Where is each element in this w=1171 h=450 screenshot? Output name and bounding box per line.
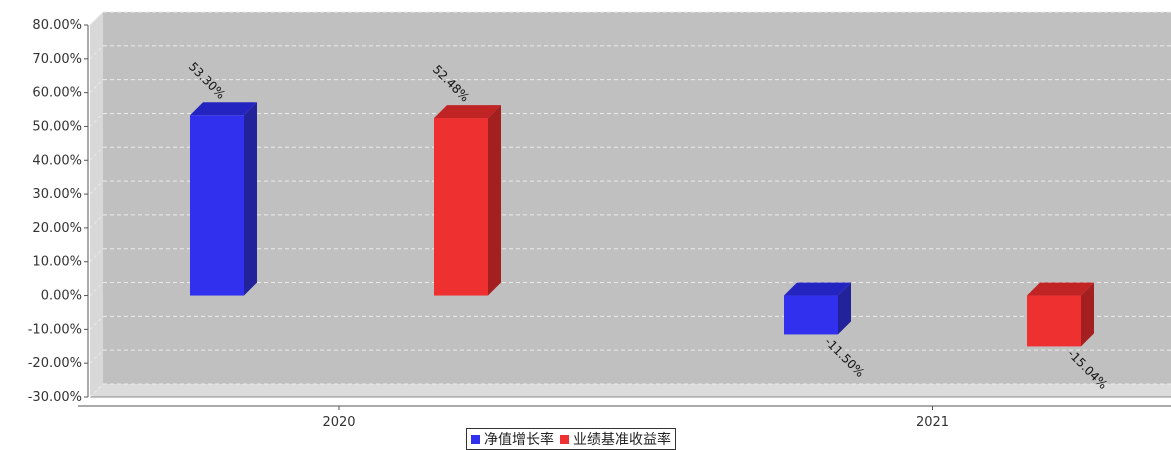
bar-side [838,282,851,335]
plot-floor [90,384,1171,397]
y-tick-label: -30.00% [28,390,82,405]
bar: 52.48% [430,62,501,296]
bar-front [1027,295,1081,347]
y-tick-label: 0.00% [41,289,82,304]
y-tick-label: 30.00% [32,187,82,202]
x-axis: 2020 2021 [78,405,1171,430]
bar-top [434,105,501,119]
bar-top [784,282,851,296]
legend-swatch-blue [471,434,480,444]
legend-label: 业绩基准收益率 [573,432,671,448]
plot-area [90,12,1171,398]
y-axis: 80.00% 70.00% 60.00% 50.00% 40.00% 30.00% 20.0… [28,18,89,405]
bar-front [784,295,838,335]
plot-wall [103,12,1171,384]
y-tick-label: 10.00% [32,255,82,270]
bar-side [244,102,257,296]
x-tick-label: 2021 [916,415,949,430]
plot-side-wall [90,12,103,397]
legend-swatch-red [560,434,569,444]
legend: 净值增长率 业绩基准收益率 [466,428,676,450]
legend-item-nav-growth: 净值增长率 [471,429,554,449]
y-tick-label: -20.00% [28,356,82,371]
y-tick-label: 20.00% [32,221,82,236]
grid-lines [89,11,1171,398]
bar-top [190,102,257,116]
y-tick-label: 40.00% [32,153,82,168]
bar-side [1081,282,1094,347]
bar-top [1027,282,1094,296]
y-tick-label: 60.00% [32,86,82,101]
legend-item-benchmark: 业绩基准收益率 [560,429,671,449]
y-tick-label: 80.00% [32,18,82,33]
bar-front [434,118,488,296]
y-tick-label: -10.00% [28,322,82,337]
x-tick-label: 2020 [322,415,355,430]
bar-side [488,105,501,296]
y-tick-label: 50.00% [32,119,82,134]
y-tick-label: 70.00% [32,52,82,67]
legend-label: 净值增长率 [484,432,554,448]
bar-front [190,115,244,296]
